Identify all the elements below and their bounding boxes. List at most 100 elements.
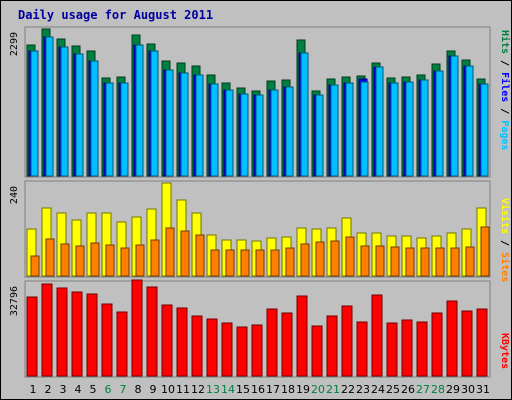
bar-pages-day-28 <box>435 70 444 177</box>
x-tick-label-day-26: 26 <box>401 383 415 396</box>
x-tick-label-day-11: 11 <box>176 383 190 396</box>
bar-pages-day-3 <box>60 46 69 177</box>
legend-files: Files <box>499 72 511 102</box>
bar-kbytes-day-23 <box>356 321 368 377</box>
bar-sites-day-20 <box>315 241 325 277</box>
bar-kbytes-day-29 <box>446 300 458 377</box>
x-tick-label-day-13: 13 <box>206 383 220 396</box>
legend-hits-files-pages: Hits / Files / Pages <box>499 30 511 150</box>
bar-pages-day-27 <box>420 79 429 177</box>
bar-sites-day-9 <box>150 239 160 277</box>
bar-sites-day-6 <box>105 244 115 277</box>
x-tick-label-day-21: 21 <box>326 383 340 396</box>
bar-pages-day-5 <box>90 60 99 177</box>
legend-sites: Sites <box>499 252 511 282</box>
bar-kbytes-day-18 <box>281 312 293 377</box>
x-tick-label-day-5: 5 <box>90 383 97 396</box>
bar-sites-day-11 <box>180 230 190 277</box>
panel-hits-ymax-label: 2299 <box>9 32 20 56</box>
bar-sites-day-21 <box>330 240 340 277</box>
bar-pages-day-22 <box>345 82 354 177</box>
legend-visits-sites: Visits / Sites <box>499 198 511 282</box>
x-tick-labels: 1 2 3 4 5 6 7 8 9 10 11 12 13 14 15 16 17 18 19 20 21 22 23 24 2… <box>30 383 491 396</box>
bar-kbytes-day-3 <box>56 287 68 377</box>
legend-sep: / <box>499 102 510 120</box>
bar-sites-day-25 <box>390 246 400 277</box>
bar-kbytes-day-25 <box>386 322 398 377</box>
x-tick-label-day-23: 23 <box>356 383 370 396</box>
bar-sites-day-1 <box>30 255 40 277</box>
x-tick-label-day-1: 1 <box>30 383 37 396</box>
legend-hits: Hits <box>499 30 511 54</box>
bar-kbytes-day-8 <box>131 279 143 377</box>
bar-kbytes-day-15 <box>236 326 248 377</box>
bar-sites-day-4 <box>75 245 85 277</box>
bars-layer <box>26 28 490 377</box>
bar-kbytes-day-27 <box>416 321 428 377</box>
bar-kbytes-day-20 <box>311 325 323 377</box>
x-tick-label-day-7: 7 <box>120 383 127 396</box>
bar-pages-day-26 <box>405 81 414 177</box>
bar-sites-day-13 <box>210 249 220 277</box>
bar-pages-day-25 <box>390 82 399 177</box>
panel-kbytes-ymax-label: 32796 <box>9 286 20 316</box>
bar-pages-day-14 <box>225 89 234 177</box>
bar-pages-day-10 <box>165 69 174 177</box>
bar-sites-day-26 <box>405 247 415 277</box>
bar-pages-day-17 <box>270 89 279 177</box>
bar-sites-day-28 <box>435 247 445 277</box>
bar-sites-day-24 <box>375 245 385 277</box>
bar-pages-day-9 <box>150 50 159 177</box>
bar-sites-day-30 <box>465 246 475 277</box>
bar-sites-day-10 <box>165 227 175 277</box>
bar-sites-day-2 <box>45 238 55 277</box>
legend-kbytes: KBytes <box>499 333 510 369</box>
bar-sites-day-15 <box>240 249 250 277</box>
bar-pages-day-1 <box>30 50 39 177</box>
legend-pages: Pages <box>499 120 510 150</box>
bar-kbytes-day-26 <box>401 319 413 377</box>
bar-kbytes-day-28 <box>431 312 443 377</box>
bar-sites-day-16 <box>255 249 265 277</box>
chart-title: Daily usage for August 2011 <box>18 8 213 22</box>
bar-pages-day-8 <box>135 44 144 177</box>
x-tick-label-day-24: 24 <box>371 383 385 396</box>
x-tick-label-day-15: 15 <box>236 383 250 396</box>
x-tick-label-day-3: 3 <box>60 383 67 396</box>
x-tick-label-day-9: 9 <box>150 383 157 396</box>
bar-kbytes-day-19 <box>296 295 308 377</box>
bar-pages-day-16 <box>255 94 264 177</box>
bar-kbytes-day-30 <box>461 310 473 377</box>
x-tick-label-day-14: 14 <box>221 383 235 396</box>
bar-sites-day-12 <box>195 234 205 277</box>
bar-pages-day-12 <box>195 74 204 177</box>
bar-pages-day-13 <box>210 83 219 177</box>
bar-sites-day-19 <box>300 243 310 277</box>
bar-pages-day-20 <box>315 94 324 177</box>
bar-pages-day-29 <box>450 55 459 177</box>
bar-sites-day-17 <box>270 249 280 277</box>
bar-pages-day-19 <box>300 52 309 177</box>
x-tick-label-day-22: 22 <box>341 383 355 396</box>
legend-sep: / <box>499 234 510 252</box>
x-tick-label-day-12: 12 <box>191 383 205 396</box>
bar-sites-day-31 <box>480 226 490 277</box>
bar-pages-day-11 <box>180 72 189 177</box>
bar-sites-day-3 <box>60 243 70 277</box>
bar-sites-day-23 <box>360 245 370 277</box>
x-tick-label-day-19: 19 <box>296 383 310 396</box>
x-tick-label-day-16: 16 <box>251 383 265 396</box>
bar-kbytes-day-5 <box>86 293 98 377</box>
bar-kbytes-day-9 <box>146 286 158 377</box>
bar-pages-day-15 <box>240 93 249 177</box>
x-tick-label-day-31: 31 <box>476 383 490 396</box>
bar-sites-day-29 <box>450 247 460 277</box>
bar-pages-day-18 <box>285 86 294 177</box>
bar-sites-day-27 <box>420 247 430 277</box>
x-tick-label-day-30: 30 <box>461 383 475 396</box>
x-tick-label-day-10: 10 <box>161 383 175 396</box>
x-tick-label-day-4: 4 <box>75 383 82 396</box>
bar-kbytes-day-1 <box>26 296 38 377</box>
x-tick-label-day-18: 18 <box>281 383 295 396</box>
